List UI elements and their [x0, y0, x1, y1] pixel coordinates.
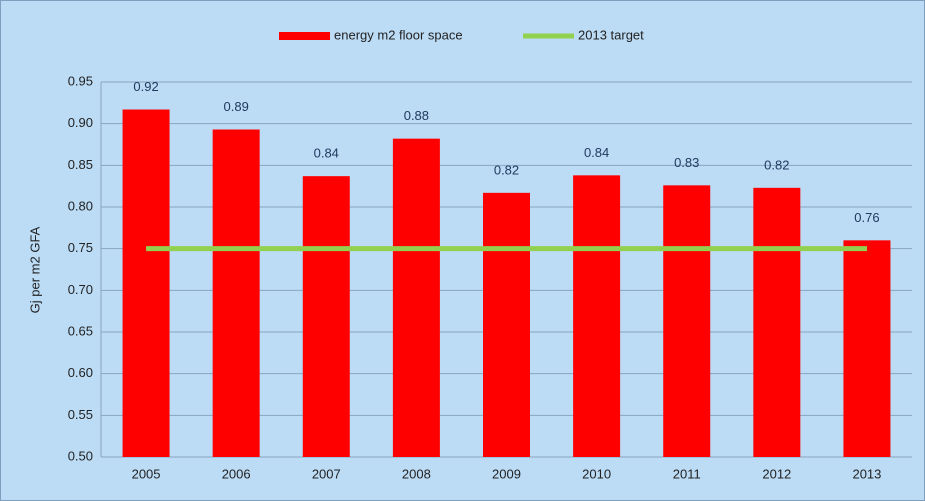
bar	[663, 185, 711, 458]
bar	[843, 240, 891, 457]
bar	[483, 192, 530, 458]
legend-label: 2013 target	[578, 27, 644, 42]
y-tick-label: 0.85	[68, 157, 93, 172]
y-tick-label: 0.80	[68, 198, 93, 213]
bar	[122, 109, 170, 457]
x-tick-label: 2011	[673, 466, 701, 481]
data-label: 0.89	[224, 99, 249, 114]
y-tick-label: 0.50	[68, 448, 93, 463]
legend-swatch	[279, 32, 330, 40]
data-label: 0.82	[764, 157, 789, 172]
x-tick-label: 2008	[402, 466, 431, 481]
data-label: 0.88	[404, 108, 429, 123]
data-label: 0.84	[314, 146, 339, 161]
x-tick-label: 2009	[492, 466, 521, 481]
y-tick-label: 0.75	[68, 240, 93, 255]
y-tick-label: 0.90	[68, 115, 93, 130]
x-tick-label: 2012	[762, 466, 791, 481]
bar	[753, 187, 801, 458]
bar	[392, 138, 440, 457]
y-tick-label: 0.70	[68, 282, 93, 297]
x-tick-label: 2010	[582, 466, 611, 481]
data-label: 0.83	[674, 155, 699, 170]
data-label: 0.84	[584, 145, 609, 160]
y-tick-label: 0.55	[68, 407, 93, 422]
y-tick-label: 0.95	[68, 73, 93, 88]
bar	[302, 176, 350, 457]
data-label: 0.92	[133, 79, 158, 94]
x-tick-label: 2005	[132, 466, 161, 481]
x-tick-label: 2007	[312, 466, 341, 481]
bar	[212, 129, 260, 457]
bar	[573, 175, 621, 458]
y-axis-label: Gj per m2 GFA	[27, 226, 42, 313]
x-tick-label: 2013	[852, 466, 881, 481]
y-tick-label: 0.60	[68, 365, 93, 380]
x-tick-label: 2006	[222, 466, 251, 481]
data-label: 0.82	[494, 162, 519, 177]
data-label: 0.76	[854, 210, 879, 225]
legend-label: energy m2 floor space	[334, 27, 463, 42]
y-tick-label: 0.65	[68, 323, 93, 338]
